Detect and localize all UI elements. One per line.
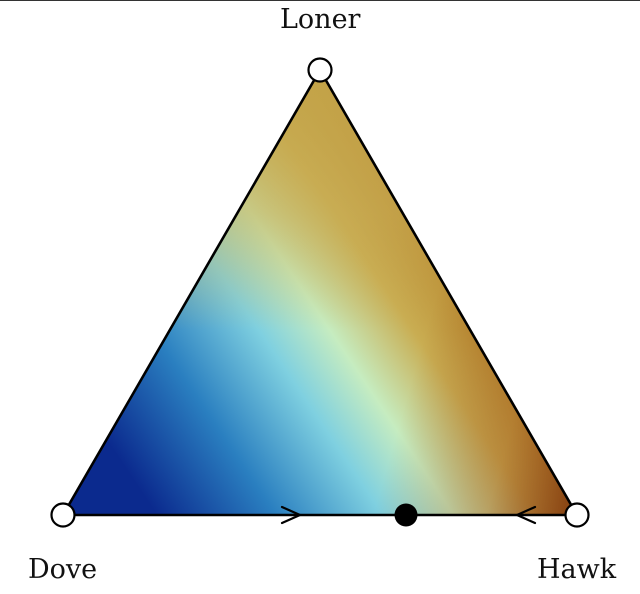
equilibrium-hawk <box>564 502 590 528</box>
stable-equilibrium-dot <box>394 503 418 527</box>
flow-arrow-left <box>515 505 537 525</box>
simplex-edges <box>61 68 579 517</box>
equilibrium-loner <box>307 57 333 83</box>
flow-arrow-right <box>280 505 302 525</box>
color-field <box>63 70 577 515</box>
vertex-label-dove: Dove <box>28 554 98 585</box>
equilibrium-dove <box>50 502 76 528</box>
top-border-line <box>0 0 640 1</box>
vertex-label-hawk: Hawk <box>537 554 617 585</box>
vertex-label-loner: Loner <box>280 4 361 35</box>
